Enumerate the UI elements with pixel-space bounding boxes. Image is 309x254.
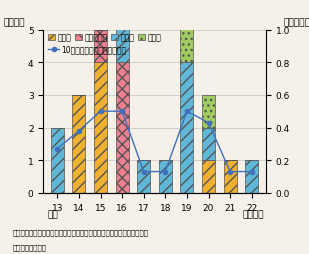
Bar xyxy=(245,161,258,193)
Bar xyxy=(72,96,85,193)
Bar xyxy=(116,0,129,63)
Bar xyxy=(51,128,64,193)
Bar xyxy=(94,63,107,193)
Bar xyxy=(180,63,193,193)
Bar xyxy=(137,161,150,193)
Bar xyxy=(202,96,215,128)
Bar xyxy=(202,128,215,161)
Bar xyxy=(224,161,237,193)
Text: （注）事故件数については、特定本邦航空運送事業者によるものの数値: （注）事故件数については、特定本邦航空運送事業者によるものの数値 xyxy=(12,229,148,235)
Bar xyxy=(180,0,193,63)
Bar xyxy=(202,161,215,193)
Text: （年度）: （年度） xyxy=(243,210,264,218)
Text: （発生率）: （発生率） xyxy=(283,18,309,27)
Bar xyxy=(159,161,172,193)
Text: 資料）国土交通省: 資料）国土交通省 xyxy=(12,244,46,250)
Text: 平成: 平成 xyxy=(48,210,59,218)
Text: （件数）: （件数） xyxy=(3,18,25,27)
Legend: 10万出発回数当たり事故件数: 10万出発回数当たり事故件数 xyxy=(47,45,128,55)
Bar xyxy=(116,63,129,193)
Bar xyxy=(94,30,107,63)
